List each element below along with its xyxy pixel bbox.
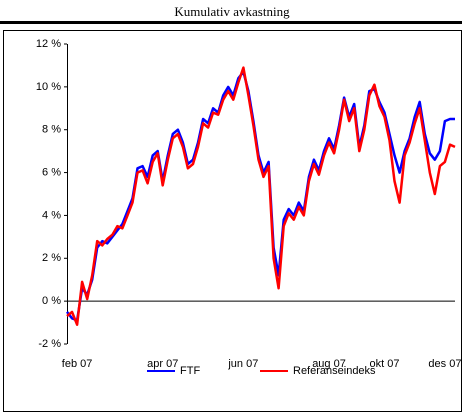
x-tick-label: feb 07 [62, 358, 93, 370]
x-tick-label: okt 07 [369, 358, 399, 370]
series-line [66, 66, 456, 326]
chart-frame [3, 30, 462, 412]
x-tick-label: jun 07 [227, 358, 258, 370]
y-tick-label: 2 % [42, 252, 61, 264]
x-tick-label: apr 07 [147, 358, 178, 370]
title-rule [0, 21, 462, 24]
legend-label: FTF [180, 365, 200, 377]
y-tick-label: 6 % [42, 166, 61, 178]
legend-label: Referanseindeks [293, 365, 376, 377]
y-tick-label: -2 % [38, 338, 61, 350]
x-tick-label: des 07 [428, 358, 461, 370]
x-tick-label: aug 07 [312, 358, 346, 370]
y-tick-label: 12 % [36, 38, 61, 50]
y-tick-label: 4 % [42, 209, 61, 221]
y-tick-label: 10 % [36, 81, 61, 93]
y-tick-label: 8 % [42, 124, 61, 136]
y-tick-label: 0 % [42, 295, 61, 307]
chart-title: Kumulativ avkastning [174, 4, 290, 19]
